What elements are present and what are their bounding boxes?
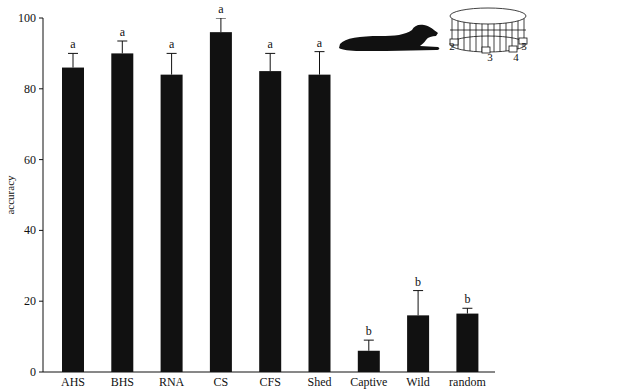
y-tick-label: 60 [24, 153, 36, 167]
x-tick-label: CS [214, 375, 229, 389]
x-tick-label: RNA [159, 375, 185, 389]
significance-letter: a [120, 25, 126, 39]
x-tick-label: Wild [406, 375, 430, 389]
error-bar [413, 291, 423, 316]
bar [62, 68, 84, 372]
y-tick [39, 18, 43, 19]
x-tick-label: random [449, 375, 486, 389]
chart-root: 0 20 40 60 80 100 accuracy a AHS a BHS a RNA a CS a CFS a… [0, 0, 640, 389]
apparatus-label: 4 [513, 51, 519, 63]
bar [111, 53, 133, 372]
significance-letter: b [366, 324, 372, 338]
error-bar [265, 53, 275, 71]
error-bar [315, 52, 325, 75]
apparatus-icon [450, 8, 527, 53]
y-tick [39, 301, 43, 302]
error-bar [216, 18, 226, 32]
y-axis [43, 18, 44, 372]
y-tick-label: 20 [24, 294, 36, 308]
significance-letter: a [70, 37, 76, 51]
y-tick-label: 100 [18, 11, 36, 25]
error-bar [68, 53, 78, 67]
y-axis-label: accuracy [4, 175, 16, 215]
bar [456, 314, 478, 372]
x-tick-label: Captive [350, 375, 387, 389]
dog-icon [339, 25, 439, 51]
error-bar [364, 340, 374, 351]
x-tick-label: Shed [308, 375, 332, 389]
y-tick-label: 0 [30, 365, 36, 379]
error-bar [462, 308, 472, 313]
bar [161, 75, 183, 372]
x-tick-label: BHS [111, 375, 134, 389]
apparatus-label: 5 [521, 40, 527, 52]
y-tick-label: 80 [24, 82, 36, 96]
bar [358, 351, 380, 372]
significance-letter: a [317, 36, 323, 50]
bar [210, 32, 232, 372]
chart: 0 20 40 60 80 100 accuracy a AHS a BHS a RNA a CS a CFS a… [0, 0, 640, 389]
y-tick [39, 159, 43, 160]
y-tick-label: 40 [24, 223, 36, 237]
error-bar [167, 53, 177, 74]
significance-letter: b [464, 292, 470, 306]
bar [259, 71, 281, 372]
significance-letter: a [268, 37, 274, 51]
significance-letter: a [218, 2, 224, 16]
bar [309, 75, 331, 372]
error-bar [117, 41, 127, 53]
bars [62, 18, 478, 372]
significance-letter: a [169, 37, 175, 51]
apparatus-label: 2 [449, 40, 455, 52]
bar [407, 315, 429, 372]
x-tick-label: AHS [61, 375, 85, 389]
y-tick [39, 88, 43, 89]
apparatus-label: 3 [487, 51, 493, 63]
y-tick [39, 230, 43, 231]
y-tick [39, 372, 43, 373]
significance-letter: b [415, 275, 421, 289]
x-tick-label: CFS [260, 375, 281, 389]
